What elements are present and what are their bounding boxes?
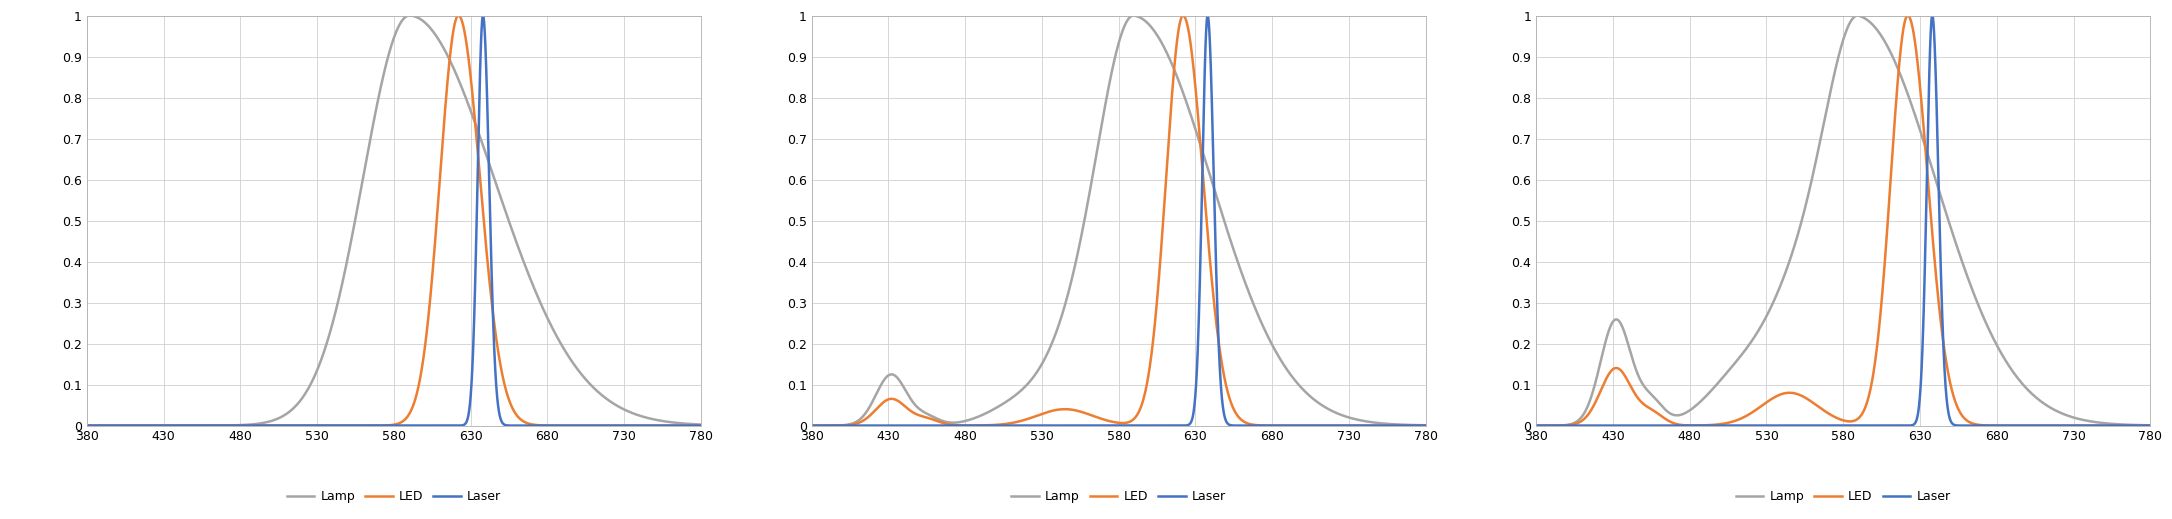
- Lamp: [1121, 12, 1147, 19]
- Laser: [799, 422, 825, 429]
- Laser: [869, 422, 895, 429]
- LED: [1785, 391, 1811, 398]
- Laser: [1523, 422, 1549, 429]
- Line: Lamp: Lamp: [1536, 16, 2150, 426]
- Laser: [74, 422, 100, 429]
- Laser: [906, 422, 932, 429]
- LED: [799, 422, 825, 429]
- Lamp: [308, 353, 334, 360]
- Lamp: [2137, 422, 2163, 428]
- Laser: [1920, 12, 1946, 19]
- Line: LED: LED: [87, 16, 702, 426]
- Laser: [337, 422, 363, 429]
- Laser: [675, 422, 702, 429]
- LED: [1034, 409, 1060, 415]
- LED: [610, 422, 636, 429]
- Line: LED: LED: [1536, 16, 2150, 426]
- Line: LED: LED: [812, 16, 1425, 426]
- Laser: [308, 422, 334, 429]
- LED: [74, 422, 100, 429]
- Laser: [180, 422, 206, 429]
- Laser: [1334, 422, 1360, 429]
- Laser: [1629, 422, 1655, 429]
- LED: [143, 422, 169, 429]
- LED: [2059, 422, 2085, 429]
- LED: [1060, 407, 1086, 413]
- Laser: [1034, 422, 1060, 429]
- LED: [180, 422, 206, 429]
- LED: [675, 422, 702, 429]
- Lamp: [1523, 422, 1549, 429]
- Laser: [1060, 422, 1086, 429]
- Laser: [1785, 422, 1811, 429]
- Lamp: [610, 406, 636, 412]
- Lamp: [2126, 422, 2152, 428]
- Lamp: [1060, 268, 1086, 275]
- LED: [1401, 422, 1427, 429]
- Laser: [2137, 422, 2163, 429]
- Lamp: [2059, 414, 2085, 420]
- LED: [1759, 396, 1785, 402]
- LED: [1412, 422, 1438, 429]
- LED: [689, 422, 715, 429]
- Lamp: [1844, 12, 1870, 19]
- Line: Lamp: Lamp: [87, 16, 702, 426]
- Lamp: [1594, 336, 1620, 343]
- Lamp: [1034, 351, 1060, 357]
- Laser: [1594, 422, 1620, 429]
- Lamp: [1334, 414, 1360, 420]
- Line: Lamp: Lamp: [812, 16, 1425, 426]
- Lamp: [143, 422, 169, 429]
- Laser: [1412, 422, 1438, 429]
- LED: [1894, 12, 1920, 19]
- Lamp: [689, 421, 715, 428]
- LED: [1334, 422, 1360, 429]
- Lamp: [1412, 422, 1438, 428]
- LED: [2137, 422, 2163, 429]
- Laser: [143, 422, 169, 429]
- Laser: [2059, 422, 2085, 429]
- Lamp: [1759, 303, 1785, 309]
- LED: [1629, 400, 1655, 406]
- Legend: Lamp, LED, Laser: Lamp, LED, Laser: [1731, 485, 1955, 508]
- LED: [906, 412, 932, 418]
- Laser: [1401, 422, 1427, 429]
- Line: Laser: Laser: [1536, 16, 2150, 426]
- Legend: Lamp, LED, Laser: Lamp, LED, Laser: [282, 485, 506, 508]
- Lamp: [906, 405, 932, 411]
- Lamp: [675, 421, 702, 427]
- LED: [2126, 422, 2152, 429]
- Laser: [1759, 422, 1785, 429]
- Lamp: [180, 422, 206, 429]
- Lamp: [1401, 422, 1427, 428]
- Lamp: [337, 249, 363, 255]
- Laser: [2126, 422, 2152, 429]
- Lamp: [395, 12, 421, 19]
- Lamp: [74, 422, 100, 429]
- Legend: Lamp, LED, Laser: Lamp, LED, Laser: [1006, 485, 1232, 508]
- Laser: [610, 422, 636, 429]
- Laser: [1195, 12, 1221, 19]
- LED: [1523, 422, 1549, 429]
- LED: [1594, 376, 1620, 382]
- Laser: [469, 12, 495, 19]
- Lamp: [1785, 230, 1811, 236]
- Line: Laser: Laser: [87, 16, 702, 426]
- Lamp: [1629, 381, 1655, 387]
- LED: [308, 422, 334, 429]
- LED: [445, 12, 471, 19]
- LED: [869, 401, 895, 407]
- Line: Laser: Laser: [812, 16, 1425, 426]
- Laser: [689, 422, 715, 429]
- LED: [1171, 12, 1197, 19]
- LED: [337, 422, 363, 429]
- Lamp: [799, 422, 825, 429]
- Lamp: [869, 381, 895, 387]
